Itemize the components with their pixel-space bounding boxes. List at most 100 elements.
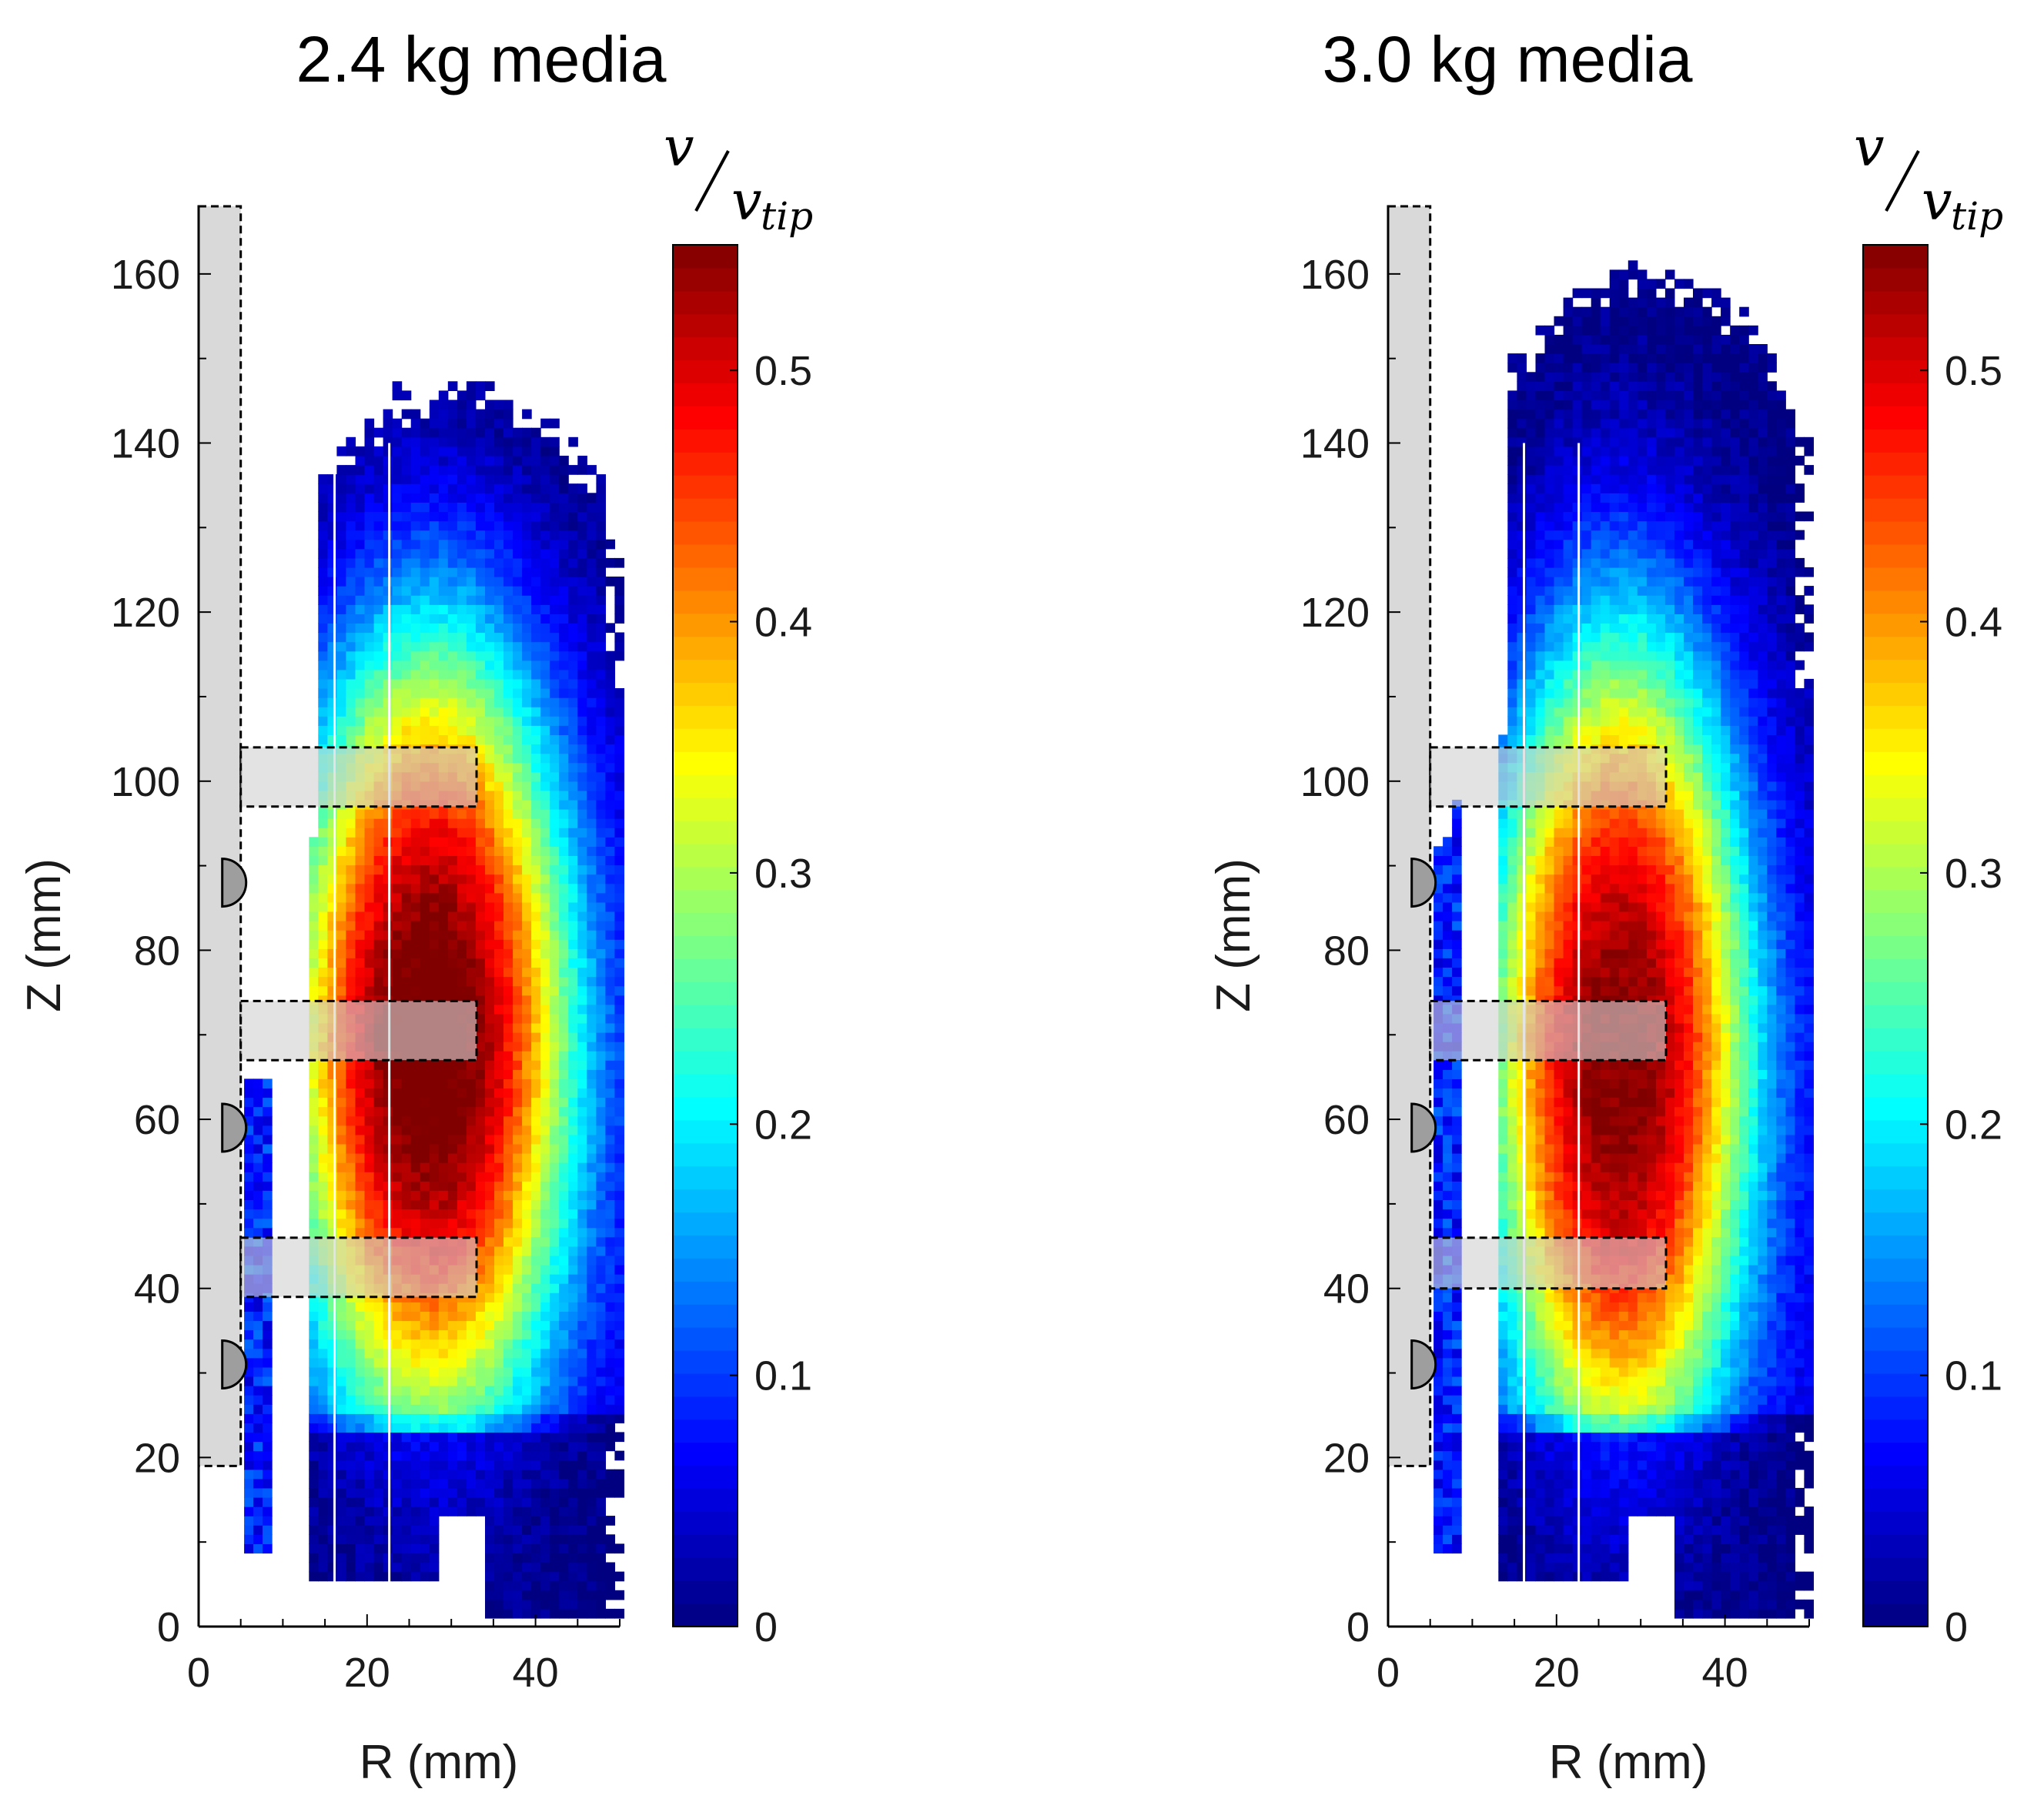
- heatmap-cell: [513, 1395, 523, 1405]
- heatmap-cell: [587, 1115, 597, 1126]
- heatmap-cell: [522, 474, 532, 484]
- heatmap-cell: [485, 1181, 495, 1191]
- heatmap-cell: [577, 669, 587, 680]
- heatmap-cell: [383, 660, 393, 670]
- heatmap-cell: [336, 1125, 346, 1135]
- heatmap-cell: [1443, 864, 1453, 875]
- heatmap-cell: [568, 744, 578, 754]
- heatmap-cell: [568, 567, 578, 577]
- heatmap-cell: [577, 1357, 587, 1368]
- heatmap-cell: [475, 530, 486, 540]
- heatmap-cell: [494, 1516, 504, 1526]
- colorbar-segment: [673, 774, 738, 798]
- heatmap-cell: [587, 734, 597, 745]
- heatmap-cell: [513, 1460, 523, 1470]
- heatmap-cell: [540, 1218, 550, 1229]
- heatmap-cell: [550, 660, 560, 670]
- heatmap-cell: [336, 1423, 346, 1433]
- heatmap-cell: [373, 1478, 384, 1489]
- heatmap-cell: [522, 1292, 532, 1302]
- heatmap-cell: [263, 1227, 273, 1238]
- heatmap-cell: [327, 1209, 337, 1219]
- heatmap-cell: [410, 557, 421, 568]
- heatmap-cell: [410, 1320, 421, 1331]
- heatmap-cell: [568, 493, 578, 503]
- heatmap-cell: [513, 716, 523, 726]
- heatmap-cell: [475, 1153, 486, 1163]
- heatmap-cell: [429, 678, 440, 689]
- heatmap-cell: [373, 864, 384, 875]
- heatmap-cell: [466, 1413, 477, 1423]
- heatmap-cell: [318, 483, 328, 493]
- heatmap-cell: [438, 1134, 449, 1145]
- heatmap-cell: [447, 1366, 458, 1377]
- heatmap-cell: [447, 511, 458, 522]
- heatmap-cell: [559, 1460, 569, 1470]
- heatmap-cell: [550, 1143, 560, 1154]
- heatmap-cell: [475, 632, 486, 643]
- heatmap-cell: [550, 1580, 560, 1591]
- heatmap-cell: [410, 921, 421, 931]
- heatmap-cell: [392, 1106, 403, 1117]
- heatmap-cell: [318, 1423, 328, 1433]
- heatmap-cell: [253, 1460, 263, 1470]
- heatmap-cell: [485, 697, 495, 707]
- heatmap-cell: [568, 1134, 578, 1145]
- heatmap-cell: [1507, 958, 1517, 968]
- heatmap-cell: [253, 1218, 263, 1229]
- heatmap-cell: [392, 1395, 403, 1405]
- heatmap-cell: [485, 520, 495, 531]
- heatmap-cell: [596, 809, 606, 819]
- heatmap-cell: [475, 1088, 486, 1098]
- heatmap-cell: [383, 846, 393, 856]
- heatmap-cell: [559, 1042, 569, 1052]
- heatmap-cell: [383, 1097, 393, 1108]
- heatmap-cell: [503, 930, 514, 940]
- heatmap-cell: [383, 465, 393, 475]
- heatmap-cell: [364, 1413, 375, 1423]
- heatmap-cell: [318, 1311, 328, 1322]
- heatmap-cell: [559, 799, 569, 810]
- heatmap-cell: [513, 1543, 523, 1554]
- heatmap-cell: [513, 1042, 523, 1052]
- heatmap-cell: [522, 1236, 532, 1247]
- heatmap-cell: [420, 688, 430, 698]
- heatmap-cell: [1517, 1571, 1527, 1582]
- heatmap-cell: [364, 1199, 375, 1210]
- heatmap-cell: [522, 734, 532, 745]
- heatmap-cell: [550, 1022, 560, 1033]
- heatmap-cell: [485, 1329, 495, 1340]
- heatmap-cell: [540, 1246, 550, 1256]
- heatmap-cell: [577, 864, 587, 875]
- heatmap-cell: [346, 716, 356, 726]
- heatmap-cell: [494, 446, 504, 456]
- heatmap-cell: [318, 1395, 328, 1405]
- heatmap-cell: [587, 1348, 597, 1359]
- heatmap-cell: [253, 1115, 263, 1126]
- heatmap-cell: [540, 707, 550, 717]
- heatmap-cell: [550, 595, 560, 605]
- heatmap-cell: [327, 1115, 337, 1126]
- heatmap-cell: [438, 1320, 449, 1331]
- heatmap-cell: [253, 1423, 263, 1433]
- heatmap-cell: [485, 725, 495, 735]
- heatmap-cell: [401, 958, 412, 968]
- heatmap-cell: [383, 456, 393, 466]
- heatmap-cell: [392, 493, 403, 503]
- heatmap-cell: [429, 520, 440, 531]
- heatmap-cell: [550, 948, 560, 958]
- heatmap-cell: [568, 1366, 578, 1377]
- heatmap-cell: [1517, 1172, 1527, 1182]
- heatmap-cell: [531, 1562, 541, 1573]
- heatmap-cell: [614, 911, 624, 921]
- heatmap-cell: [614, 697, 624, 707]
- heatmap-cell: [596, 493, 606, 503]
- heatmap-cell: [1433, 1209, 1444, 1219]
- heatmap-cell: [438, 892, 449, 903]
- heatmap-cell: [577, 1366, 587, 1377]
- heatmap-cell: [309, 1562, 319, 1573]
- heatmap-cell: [447, 1125, 458, 1135]
- heatmap-cell: [568, 799, 578, 810]
- heatmap-cell: [475, 1042, 486, 1052]
- heatmap-cell: [364, 809, 375, 819]
